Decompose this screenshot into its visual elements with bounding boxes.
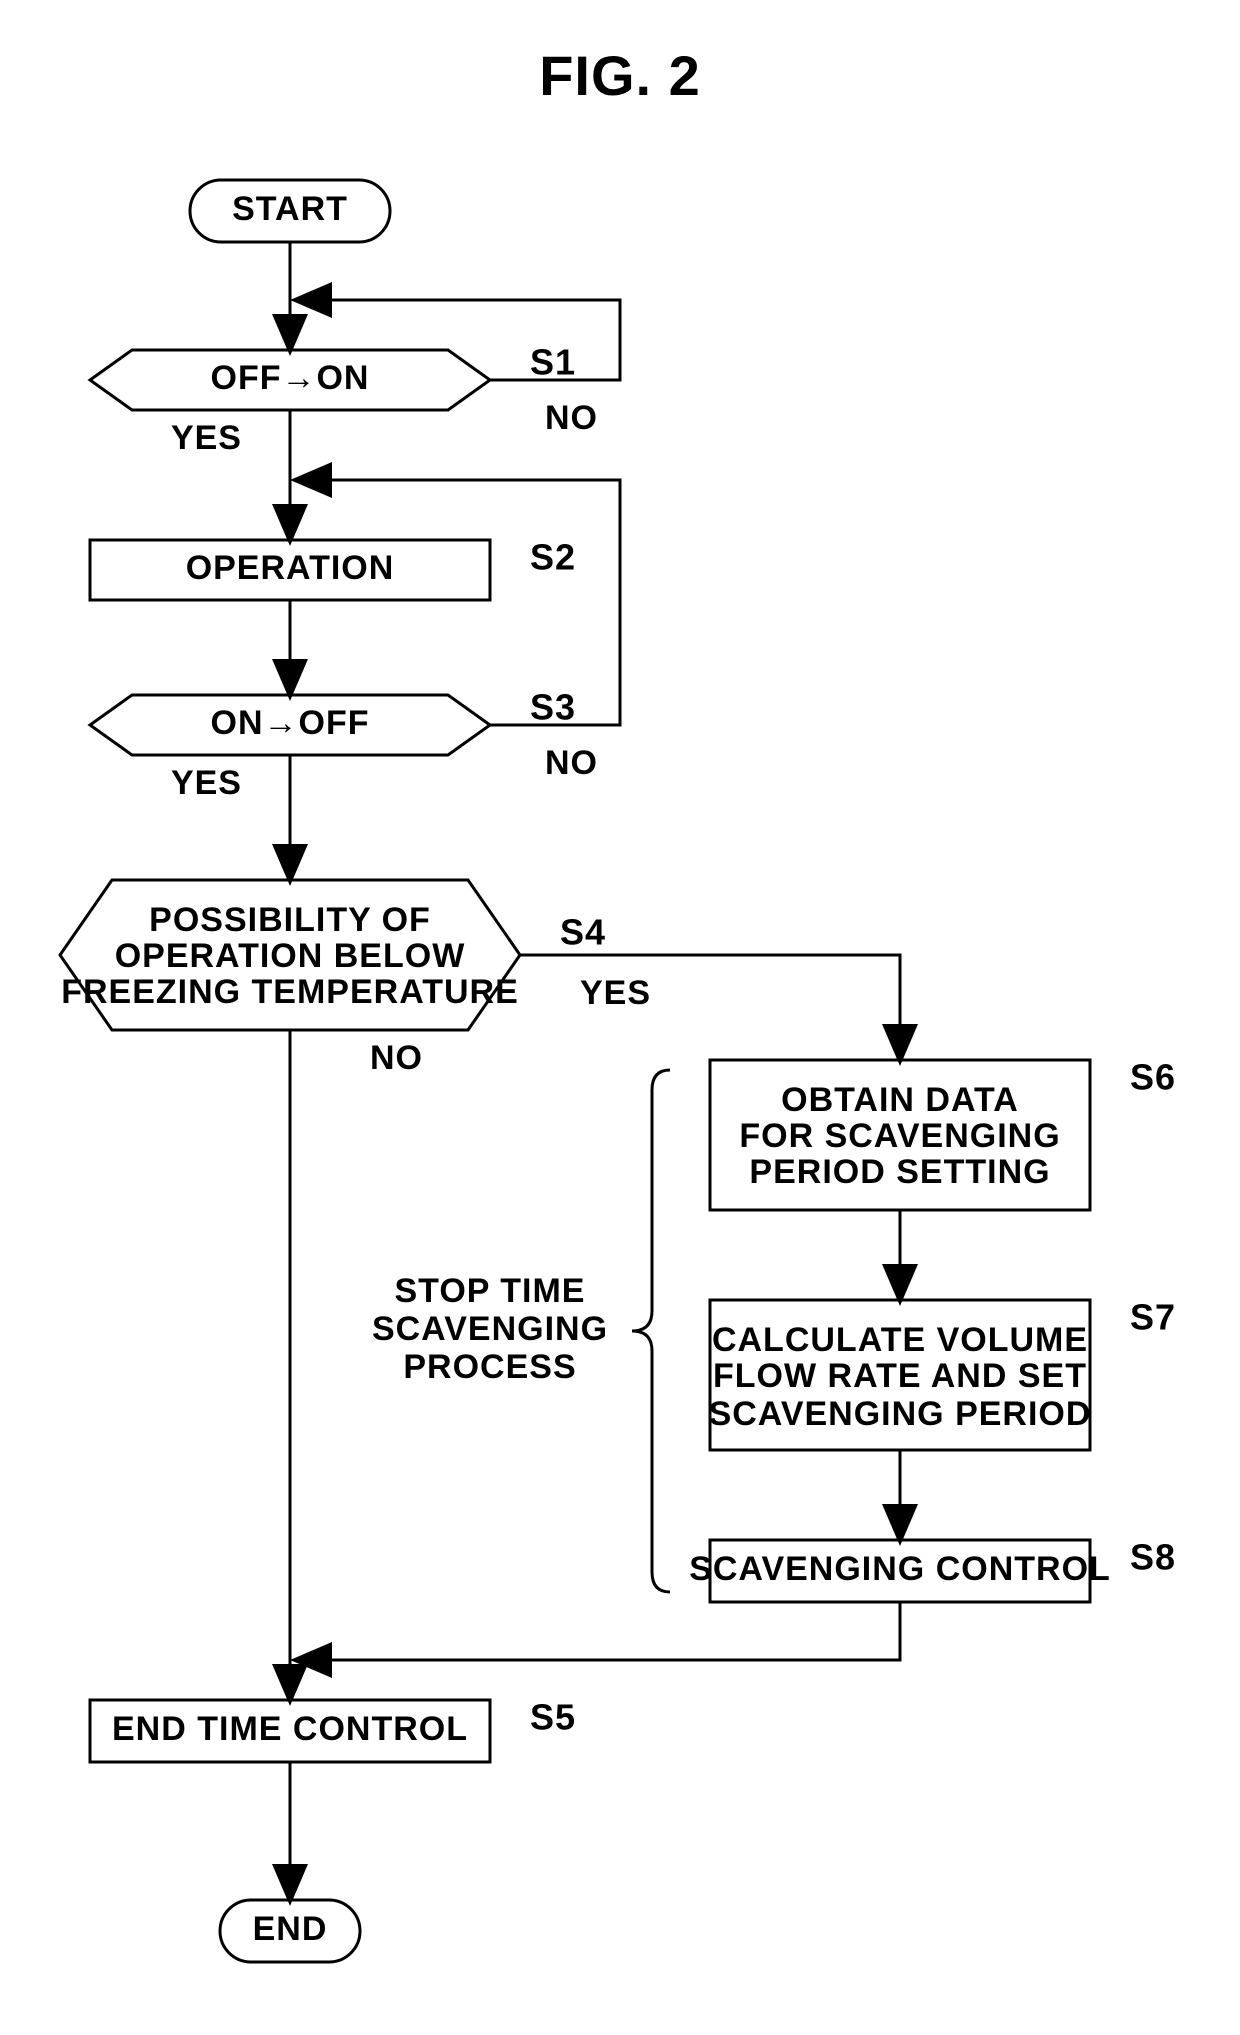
text-label: YES [171,764,242,802]
text-label: END [253,1910,328,1948]
text-label: S7 [1130,1297,1176,1338]
text-label: END TIME CONTROL [112,1710,468,1748]
text-label: S5 [530,1697,576,1738]
text-label: PROCESS [403,1348,576,1386]
text-label: START [232,190,348,228]
text-label: YES [171,419,242,457]
text-label: NO [545,744,598,782]
text-label: OBTAIN DATA [781,1081,1019,1119]
text-label: NO [545,399,598,437]
text-label: POSSIBILITY OF [149,901,431,939]
text-label: S3 [530,687,576,728]
text-label: CALCULATE VOLUME [712,1321,1088,1359]
text-label: OPERATION [186,549,395,587]
text-label: YES [580,974,651,1012]
text-label: S1 [530,342,576,383]
brace-icon [632,1070,670,1592]
text-label: OPERATION BELOW [115,937,466,975]
text-label: FOR SCAVENGING [739,1117,1060,1155]
text-label: SCAVENGING CONTROL [689,1550,1111,1588]
text-label: S6 [1130,1057,1176,1098]
text-label: OFF→ON [211,359,370,397]
text-label: SCAVENGING [372,1310,608,1348]
text-label: FIG. 2 [539,44,701,107]
text-label: S2 [530,537,576,578]
text-label: PERIOD SETTING [749,1153,1050,1191]
text-label: NO [370,1039,423,1077]
text-label: FREEZING TEMPERATURE [61,973,519,1011]
text-label: SCAVENGING PERIOD [709,1395,1092,1433]
text-label: FLOW RATE AND SET [713,1357,1087,1395]
text-label: S8 [1130,1537,1176,1578]
text-label: ON→OFF [211,704,370,742]
text-label: STOP TIME [394,1272,585,1310]
text-label: S4 [560,912,606,953]
